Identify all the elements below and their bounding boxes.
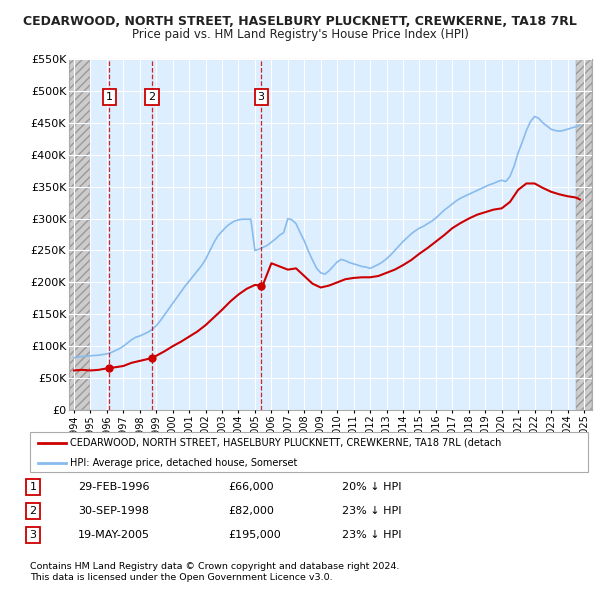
Text: 20% ↓ HPI: 20% ↓ HPI bbox=[342, 482, 401, 492]
Text: HPI: Average price, detached house, Somerset: HPI: Average price, detached house, Some… bbox=[70, 458, 298, 468]
Text: £82,000: £82,000 bbox=[228, 506, 274, 516]
Bar bbox=[576, 59, 592, 410]
Text: CEDARWOOD, NORTH STREET, HASELBURY PLUCKNETT, CREWKERNE, TA18 7RL (detach: CEDARWOOD, NORTH STREET, HASELBURY PLUCK… bbox=[70, 438, 502, 448]
Text: Contains HM Land Registry data © Crown copyright and database right 2024.: Contains HM Land Registry data © Crown c… bbox=[30, 562, 400, 571]
Text: 23% ↓ HPI: 23% ↓ HPI bbox=[342, 506, 401, 516]
Text: 1: 1 bbox=[106, 92, 113, 102]
Text: 2: 2 bbox=[29, 506, 37, 516]
Text: 30-SEP-1998: 30-SEP-1998 bbox=[78, 506, 149, 516]
Text: This data is licensed under the Open Government Licence v3.0.: This data is licensed under the Open Gov… bbox=[30, 573, 332, 582]
Text: 29-FEB-1996: 29-FEB-1996 bbox=[78, 482, 149, 492]
Text: 3: 3 bbox=[257, 92, 265, 102]
Text: 2: 2 bbox=[149, 92, 155, 102]
Text: Price paid vs. HM Land Registry's House Price Index (HPI): Price paid vs. HM Land Registry's House … bbox=[131, 28, 469, 41]
Bar bbox=[69, 59, 91, 410]
Text: 19-MAY-2005: 19-MAY-2005 bbox=[78, 530, 150, 540]
Text: 23% ↓ HPI: 23% ↓ HPI bbox=[342, 530, 401, 540]
Text: 3: 3 bbox=[29, 530, 37, 540]
Text: £195,000: £195,000 bbox=[228, 530, 281, 540]
Text: £66,000: £66,000 bbox=[228, 482, 274, 492]
Text: CEDARWOOD, NORTH STREET, HASELBURY PLUCKNETT, CREWKERNE, TA18 7RL: CEDARWOOD, NORTH STREET, HASELBURY PLUCK… bbox=[23, 15, 577, 28]
Text: 1: 1 bbox=[29, 482, 37, 492]
